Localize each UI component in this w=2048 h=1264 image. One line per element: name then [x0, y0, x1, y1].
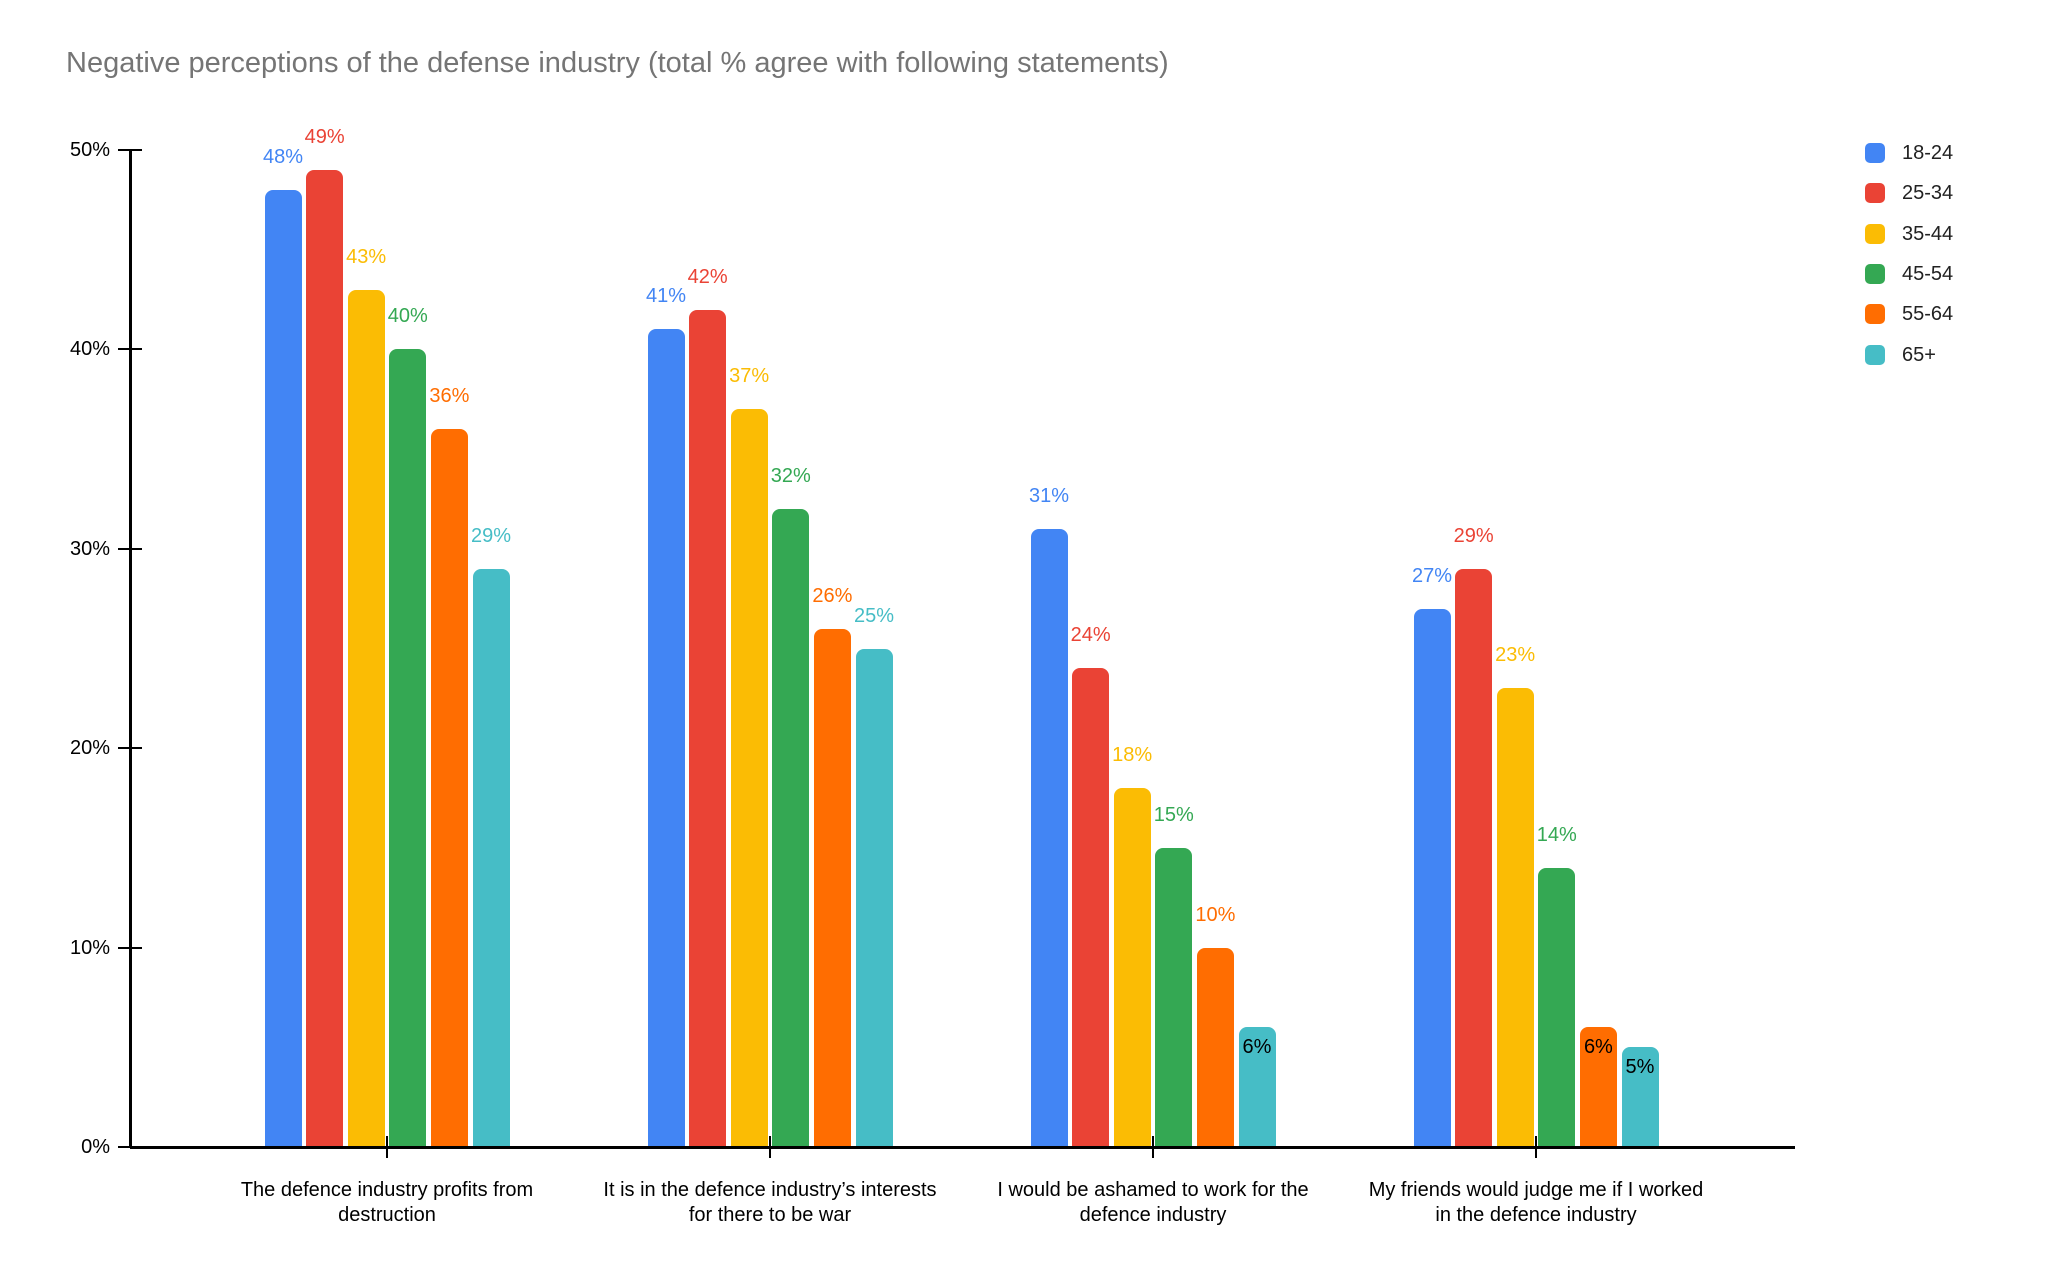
bar-18-24[interactable]: [647, 329, 685, 1147]
bar-25-34[interactable]: [1072, 668, 1110, 1147]
bar-55-64[interactable]: [1579, 1027, 1617, 1147]
legend-label: 35-44: [1902, 222, 1954, 245]
x-axis-category-label: It is in the defence industry’s interest…: [570, 1178, 970, 1228]
bar-value-label: 23%: [1495, 644, 1536, 667]
legend-color-swatch: [1865, 304, 1885, 325]
bar-65+[interactable]: [1621, 1047, 1659, 1147]
x-axis-category-label-line: The defence industry profits from: [240, 1179, 534, 1201]
bar-value-label: 5%: [1625, 1056, 1655, 1079]
bar-value-label: 27%: [1411, 564, 1453, 587]
legend-color-swatch: [1865, 183, 1885, 204]
x-axis-category-label: My friends would judge me if I worked in …: [1336, 1178, 1736, 1228]
chart-title: Negative perceptions of the defense indu…: [66, 47, 1169, 79]
legend-color-swatch: [1865, 223, 1885, 244]
bar-35-44[interactable]: [1113, 788, 1151, 1147]
legend-label: 25-34: [1902, 182, 1954, 205]
bar-value-label: 41%: [645, 285, 687, 308]
y-axis-tick-label: 50%: [69, 139, 110, 161]
bar-value-label: 40%: [387, 305, 428, 328]
y-axis-tick-label: 20%: [69, 737, 110, 760]
bar-value-label: 26%: [812, 584, 853, 607]
bar-18-24[interactable]: [264, 189, 302, 1147]
bar-25-34[interactable]: [689, 309, 727, 1147]
bar-55-64[interactable]: [813, 628, 851, 1147]
bar-value-label: 36%: [429, 385, 470, 408]
bar-65+[interactable]: [472, 568, 510, 1147]
bar-value-label: 49%: [304, 125, 345, 148]
bar-35-44[interactable]: [347, 289, 385, 1147]
bar-35-44[interactable]: [730, 409, 768, 1147]
y-axis-tick-label: 10%: [69, 936, 110, 959]
legend-color-swatch: [1865, 143, 1885, 163]
bar-value-label: 10%: [1195, 903, 1236, 926]
legend-label: 55-64: [1902, 303, 1954, 326]
bar-25-34[interactable]: [1455, 568, 1493, 1147]
x-axis-category-label: I would be ashamed to work for the defenc…: [953, 1178, 1353, 1228]
x-axis-category-label-line: It is in the defence industry’s interest…: [603, 1179, 937, 1201]
x-axis-category-label-line: destruction: [338, 1204, 436, 1226]
bar-value-label: 48%: [262, 145, 304, 168]
bar-value-label: 37%: [729, 365, 770, 388]
bar-35-44[interactable]: [1496, 688, 1534, 1147]
bar-55-64[interactable]: [1196, 947, 1234, 1147]
bar-value-label: 18%: [1112, 744, 1153, 767]
y-axis-tick-label: 30%: [69, 537, 110, 560]
legend-label: 65+: [1902, 343, 1936, 366]
bar-value-label: 42%: [687, 265, 728, 288]
bar-value-label: 6%: [1242, 1036, 1272, 1059]
legend-item-55-64[interactable]: 55-64: [1865, 304, 2005, 325]
x-axis-category-label-line: for there to be war: [688, 1204, 852, 1226]
legend-color-swatch: [1865, 263, 1885, 284]
bar-65+[interactable]: [1238, 1027, 1276, 1147]
bar-value-label: 25%: [853, 604, 895, 627]
bar-value-label: 29%: [1453, 524, 1494, 547]
bar-18-24[interactable]: [1030, 528, 1068, 1147]
x-axis-line: [130, 1145, 1795, 1149]
legend-item-18-24[interactable]: 18-24: [1865, 143, 2005, 164]
legend-item-35-44[interactable]: 35-44: [1865, 222, 2005, 245]
x-axis-category-label-line: My friends would judge me if I worked: [1368, 1179, 1704, 1201]
legend-item-45-54[interactable]: 45-54: [1865, 262, 2005, 285]
bar-value-label: 32%: [770, 464, 811, 487]
x-axis-category-label: The defence industry profits from destruc…: [187, 1178, 587, 1228]
bar-value-label: 24%: [1070, 624, 1111, 647]
y-axis-tick-label: 0%: [81, 1136, 110, 1158]
legend-item-65+[interactable]: 65+: [1865, 343, 2005, 366]
x-axis-category-label-line: defence industry: [1079, 1204, 1227, 1226]
y-axis-tick-label: 40%: [69, 338, 110, 361]
bar-value-label: 15%: [1153, 803, 1194, 826]
y-axis-line: [128, 150, 132, 1147]
bar-45-54[interactable]: [1538, 867, 1576, 1147]
bar-55-64[interactable]: [430, 429, 468, 1147]
bar-value-label: 6%: [1583, 1036, 1613, 1059]
bar-65+[interactable]: [855, 648, 893, 1147]
bar-18-24[interactable]: [1413, 608, 1451, 1147]
legend-item-25-34[interactable]: 25-34: [1865, 183, 2005, 204]
bar-45-54[interactable]: [1155, 847, 1193, 1147]
bar-value-label: 43%: [346, 245, 387, 268]
bar-value-label: 14%: [1536, 823, 1577, 846]
bar-25-34[interactable]: [306, 169, 344, 1147]
legend-color-swatch: [1865, 344, 1885, 365]
x-axis-category-label-line: I would be ashamed to work for the: [997, 1179, 1309, 1201]
legend-label: 45-54: [1902, 262, 1954, 285]
legend-label: 18-24: [1902, 142, 1954, 164]
bar-45-54[interactable]: [389, 349, 427, 1147]
bar-value-label: 31%: [1028, 484, 1070, 507]
x-axis-category-label-line: in the defence industry: [1435, 1204, 1637, 1226]
bar-value-label: 29%: [470, 524, 512, 547]
bar-45-54[interactable]: [772, 508, 810, 1147]
